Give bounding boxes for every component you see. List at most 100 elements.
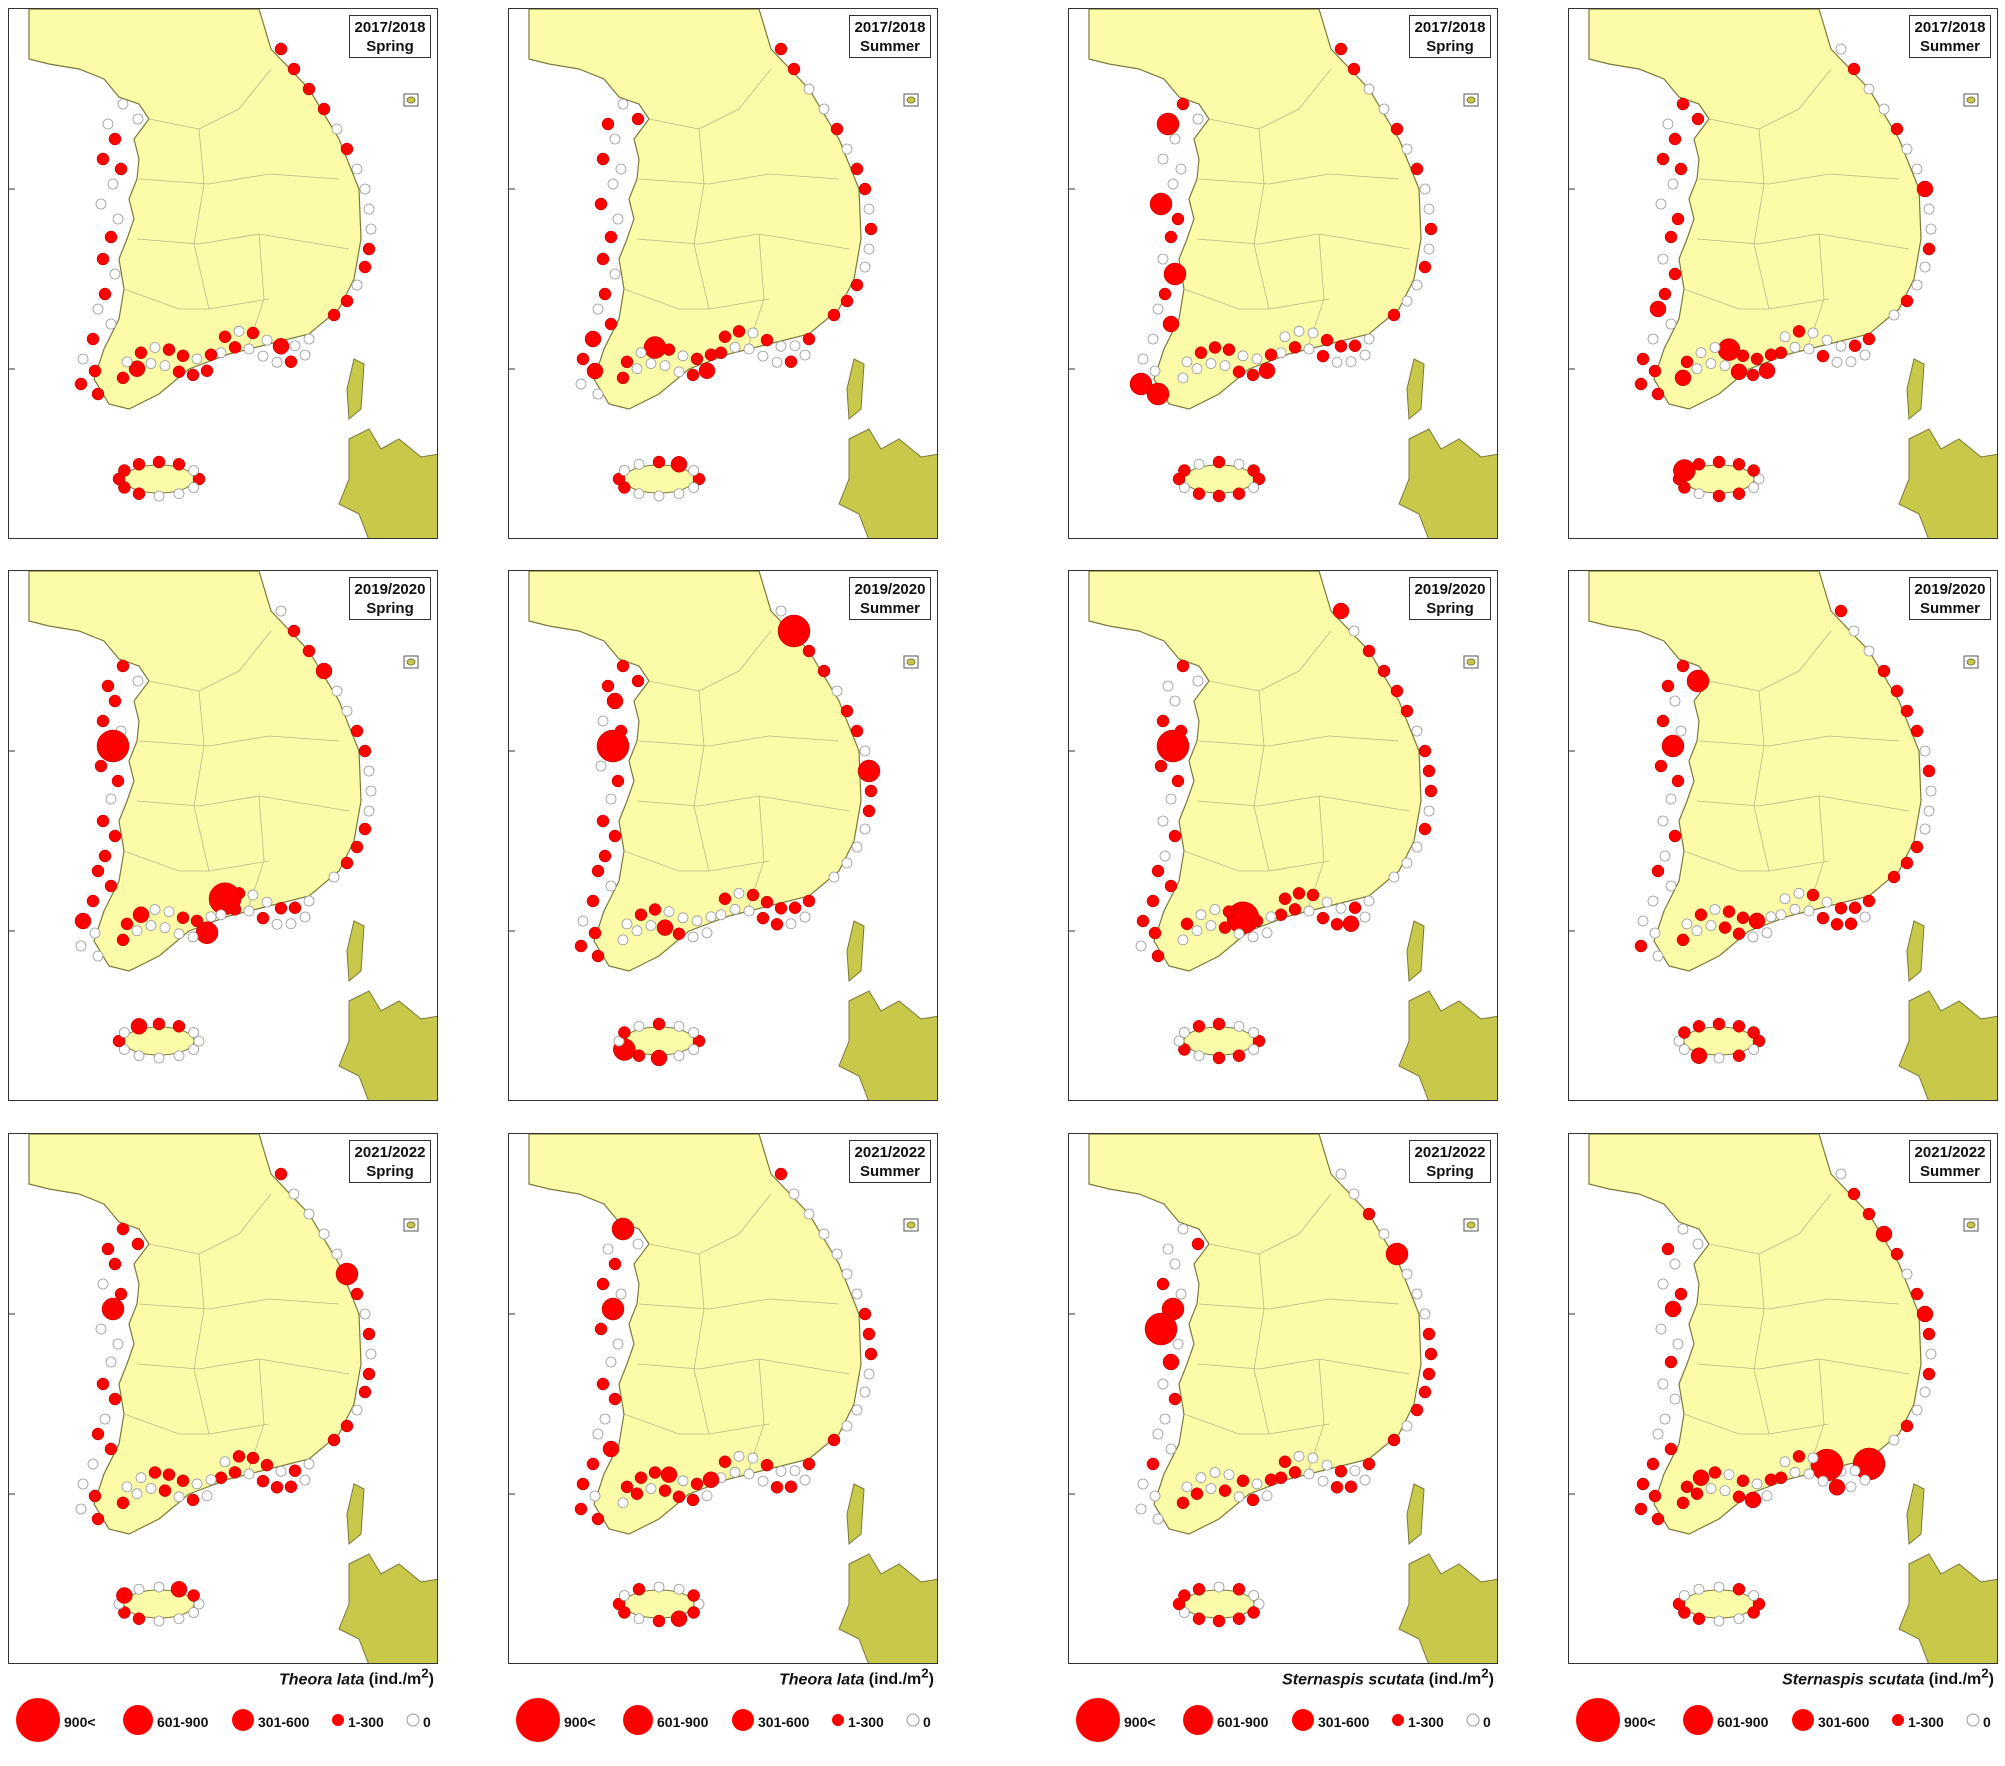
station-absent-marker <box>363 765 375 777</box>
station-density-marker <box>1178 1589 1191 1602</box>
station-density-marker <box>1316 349 1330 363</box>
station-density-marker <box>850 162 864 176</box>
station-density-marker <box>74 377 88 391</box>
province-boundary <box>638 1298 840 1310</box>
season-label: Spring <box>366 600 414 617</box>
station-density-marker <box>784 355 798 368</box>
density-unit: (ind./m2) <box>1424 1666 1494 1689</box>
province-boundary <box>623 1413 770 1435</box>
station-density-marker <box>1191 1237 1205 1251</box>
station-absent-marker <box>1303 343 1315 355</box>
station-density-marker <box>787 62 801 76</box>
legend-class-label: 301-600 <box>1818 1714 1870 1730</box>
station-absent-marker <box>1807 327 1819 339</box>
density-unit: (ind./m2) <box>364 1666 434 1689</box>
station-density-marker <box>116 659 130 673</box>
station-density-marker <box>1334 1465 1348 1478</box>
station-density-marker <box>1362 1457 1376 1471</box>
station-density-marker <box>1258 362 1276 380</box>
station-absent-marker <box>1349 1465 1361 1477</box>
station-absent-marker <box>351 163 363 175</box>
station-absent-marker <box>789 1465 801 1477</box>
station-absent-marker <box>1169 133 1181 145</box>
station-absent-marker <box>1193 1050 1205 1062</box>
station-density-marker <box>327 308 341 322</box>
japan-landmass <box>1898 1553 1997 1663</box>
japan-landmass <box>1906 358 1925 421</box>
station-absent-marker <box>1911 163 1923 175</box>
station-density-marker <box>1910 724 1924 738</box>
station-absent-marker <box>1248 1590 1260 1601</box>
station-absent-marker <box>299 1474 311 1486</box>
station-absent-marker <box>1219 360 1231 372</box>
station-absent-marker <box>1147 333 1159 345</box>
station-absent-marker <box>785 918 797 930</box>
station-density-marker <box>608 1257 622 1271</box>
station-density-marker <box>732 325 746 338</box>
station-absent-marker <box>688 482 700 493</box>
station-density-marker <box>1129 372 1153 396</box>
station-density-marker <box>1146 894 1160 908</box>
station-density-marker <box>1292 887 1306 900</box>
station-density-marker <box>1288 903 1302 916</box>
station-density-marker <box>1288 1466 1302 1479</box>
station-density-marker <box>1332 602 1350 620</box>
station-density-marker <box>652 455 666 469</box>
station-density-marker <box>1830 918 1844 931</box>
map-panel: 2019/2020 Spring <box>8 570 438 1101</box>
station-absent-marker <box>1169 695 1181 707</box>
station-density-marker <box>101 1297 125 1321</box>
station-density-marker <box>827 308 841 322</box>
station-density-marker <box>176 911 190 925</box>
station-absent-marker <box>1335 1168 1347 1180</box>
province-boundary <box>636 795 850 812</box>
province-boundary <box>193 1253 210 1435</box>
station-absent-marker <box>1705 1483 1717 1494</box>
station-density-marker <box>1648 1489 1662 1503</box>
station-density-marker <box>598 287 612 301</box>
station-absent-marker <box>859 261 871 273</box>
station-absent-marker <box>271 356 283 368</box>
station-absent-marker <box>602 1243 614 1255</box>
ulleungdo-island <box>1966 658 1976 666</box>
station-absent-marker <box>1705 920 1717 931</box>
map-panel: 2021/2022 Spring <box>8 1133 438 1664</box>
station-density-marker <box>1712 1017 1726 1031</box>
station-absent-marker <box>131 925 143 937</box>
station-absent-marker <box>1859 1474 1871 1486</box>
province-boundary <box>1708 630 1832 692</box>
station-density-marker <box>718 1455 732 1469</box>
species-name: Sternaspis scutata <box>1782 1671 1925 1689</box>
station-density-marker <box>1890 684 1904 698</box>
station-density-marker <box>1232 1612 1246 1625</box>
station-density-marker <box>108 1257 122 1271</box>
station-absent-marker <box>1673 1035 1685 1047</box>
station-absent-marker <box>673 488 685 500</box>
station-absent-marker <box>1181 356 1193 368</box>
station-density-marker <box>1658 287 1672 301</box>
station-density-marker <box>1764 1473 1778 1487</box>
station-absent-marker <box>1279 331 1291 343</box>
station-absent-marker <box>351 279 363 291</box>
station-density-marker <box>774 902 788 915</box>
province-boundary <box>1708 68 1832 130</box>
station-density-marker <box>591 1512 605 1526</box>
station-density-marker <box>1171 774 1185 788</box>
station-absent-marker <box>1845 1481 1857 1493</box>
station-absent-marker <box>271 918 283 930</box>
station-absent-marker <box>1665 880 1677 892</box>
station-density-marker <box>104 1442 118 1456</box>
station-density-marker <box>111 774 125 788</box>
legend-class-label: 1-300 <box>1408 1714 1444 1730</box>
station-absent-marker <box>1925 1348 1937 1360</box>
map-panel: 2021/2022 Summer <box>1568 1133 1998 1664</box>
station-absent-marker <box>1693 488 1705 500</box>
legend-circle <box>1466 1713 1480 1727</box>
province-boundary <box>123 1413 270 1435</box>
station-density-marker <box>602 1440 620 1458</box>
station-density-marker <box>802 332 816 346</box>
japan-landmass <box>346 920 365 983</box>
station-density-marker <box>687 1606 700 1619</box>
station-density-marker <box>1218 1484 1232 1497</box>
station-absent-marker <box>289 340 301 352</box>
